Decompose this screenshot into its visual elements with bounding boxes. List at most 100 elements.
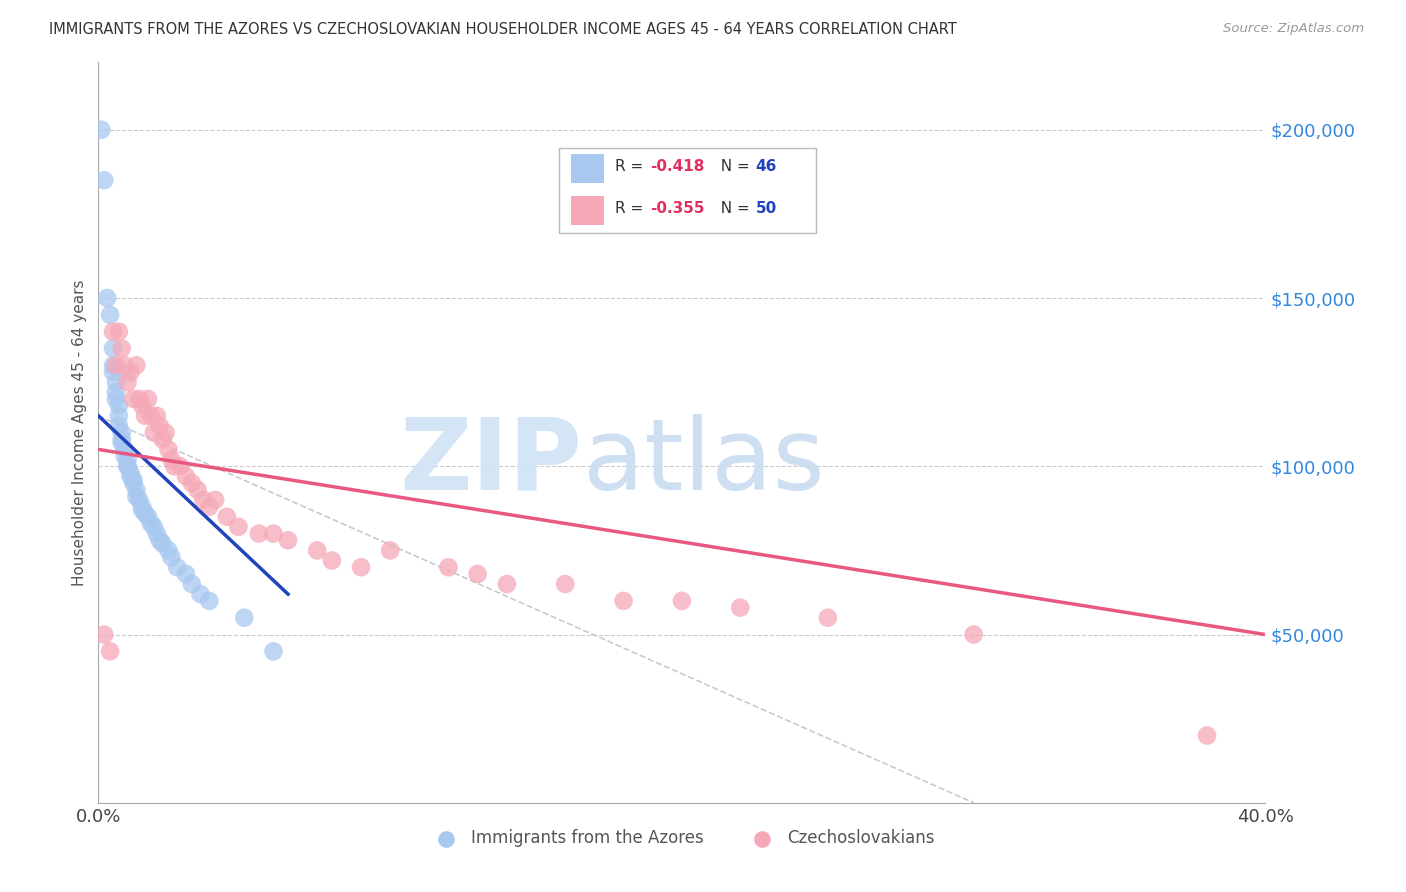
Point xyxy=(149,533,172,548)
Point xyxy=(93,627,115,641)
Point xyxy=(350,560,373,574)
Point xyxy=(111,435,134,450)
Point xyxy=(108,399,131,413)
Point xyxy=(104,359,127,373)
Text: ZIP: ZIP xyxy=(399,414,582,511)
Legend: Immigrants from the Azores, Czechoslovakians: Immigrants from the Azores, Czechoslovak… xyxy=(423,822,941,854)
Point xyxy=(233,610,256,624)
Point xyxy=(101,342,124,356)
Point xyxy=(157,442,180,457)
Point xyxy=(128,392,150,406)
Point xyxy=(117,452,139,467)
Point xyxy=(101,325,124,339)
Point xyxy=(101,365,124,379)
Point xyxy=(198,594,221,608)
Text: 50: 50 xyxy=(755,201,776,216)
Point xyxy=(187,483,209,497)
Point xyxy=(134,409,156,423)
Point xyxy=(193,492,215,507)
Point xyxy=(730,600,752,615)
Point xyxy=(146,526,169,541)
Point xyxy=(98,308,121,322)
Point xyxy=(152,536,174,550)
Point xyxy=(114,359,136,373)
Text: -0.355: -0.355 xyxy=(651,201,704,216)
Point xyxy=(157,543,180,558)
Point xyxy=(262,526,284,541)
Point xyxy=(136,392,159,406)
Point xyxy=(120,466,142,480)
Point xyxy=(139,516,162,531)
Point xyxy=(104,392,127,406)
Text: Source: ZipAtlas.com: Source: ZipAtlas.com xyxy=(1223,22,1364,36)
Point xyxy=(262,644,284,658)
Point xyxy=(180,577,202,591)
Point xyxy=(134,507,156,521)
Point xyxy=(122,392,145,406)
Point xyxy=(380,543,402,558)
Point xyxy=(166,560,188,574)
Point xyxy=(247,526,270,541)
Text: IMMIGRANTS FROM THE AZORES VS CZECHOSLOVAKIAN HOUSEHOLDER INCOME AGES 45 - 64 YE: IMMIGRANTS FROM THE AZORES VS CZECHOSLOV… xyxy=(49,22,957,37)
Point xyxy=(554,577,576,591)
Point xyxy=(93,173,115,187)
Point xyxy=(146,409,169,423)
Point xyxy=(277,533,299,548)
Point xyxy=(125,490,148,504)
Point xyxy=(104,375,127,389)
Point xyxy=(111,433,134,447)
Point xyxy=(96,291,118,305)
Point xyxy=(122,476,145,491)
Point xyxy=(114,442,136,457)
Point xyxy=(1195,729,1218,743)
Bar xyxy=(571,195,603,226)
Text: N =: N = xyxy=(711,201,755,216)
Point xyxy=(169,459,191,474)
Point xyxy=(228,520,250,534)
Point xyxy=(108,418,131,433)
Point xyxy=(671,594,693,608)
Point xyxy=(120,365,142,379)
Point xyxy=(131,500,153,514)
Point xyxy=(101,359,124,373)
Point xyxy=(125,483,148,497)
Point xyxy=(120,469,142,483)
Point xyxy=(139,409,162,423)
Point xyxy=(496,577,519,591)
Point xyxy=(114,449,136,463)
Point xyxy=(111,425,134,440)
Point xyxy=(307,543,329,558)
Point xyxy=(437,560,460,574)
Point xyxy=(117,375,139,389)
Point xyxy=(108,325,131,339)
FancyBboxPatch shape xyxy=(560,147,815,233)
Bar xyxy=(571,153,603,183)
Point xyxy=(90,122,112,136)
Point xyxy=(98,644,121,658)
Point xyxy=(111,342,134,356)
Point xyxy=(128,492,150,507)
Point xyxy=(104,385,127,400)
Point xyxy=(160,550,183,565)
Point xyxy=(321,553,343,567)
Point xyxy=(122,473,145,487)
Point xyxy=(131,399,153,413)
Point xyxy=(131,503,153,517)
Point xyxy=(152,433,174,447)
Point xyxy=(155,425,177,440)
Point xyxy=(180,476,202,491)
Text: N =: N = xyxy=(711,159,755,174)
Point xyxy=(142,425,165,440)
Point xyxy=(160,452,183,467)
Point xyxy=(962,627,984,641)
Point xyxy=(612,594,634,608)
Text: -0.418: -0.418 xyxy=(651,159,704,174)
Point xyxy=(204,492,226,507)
Point xyxy=(117,459,139,474)
Point xyxy=(149,418,172,433)
Point xyxy=(817,610,839,624)
Y-axis label: Householder Income Ages 45 - 64 years: Householder Income Ages 45 - 64 years xyxy=(72,279,87,586)
Point xyxy=(142,520,165,534)
Text: R =: R = xyxy=(616,201,648,216)
Point xyxy=(198,500,221,514)
